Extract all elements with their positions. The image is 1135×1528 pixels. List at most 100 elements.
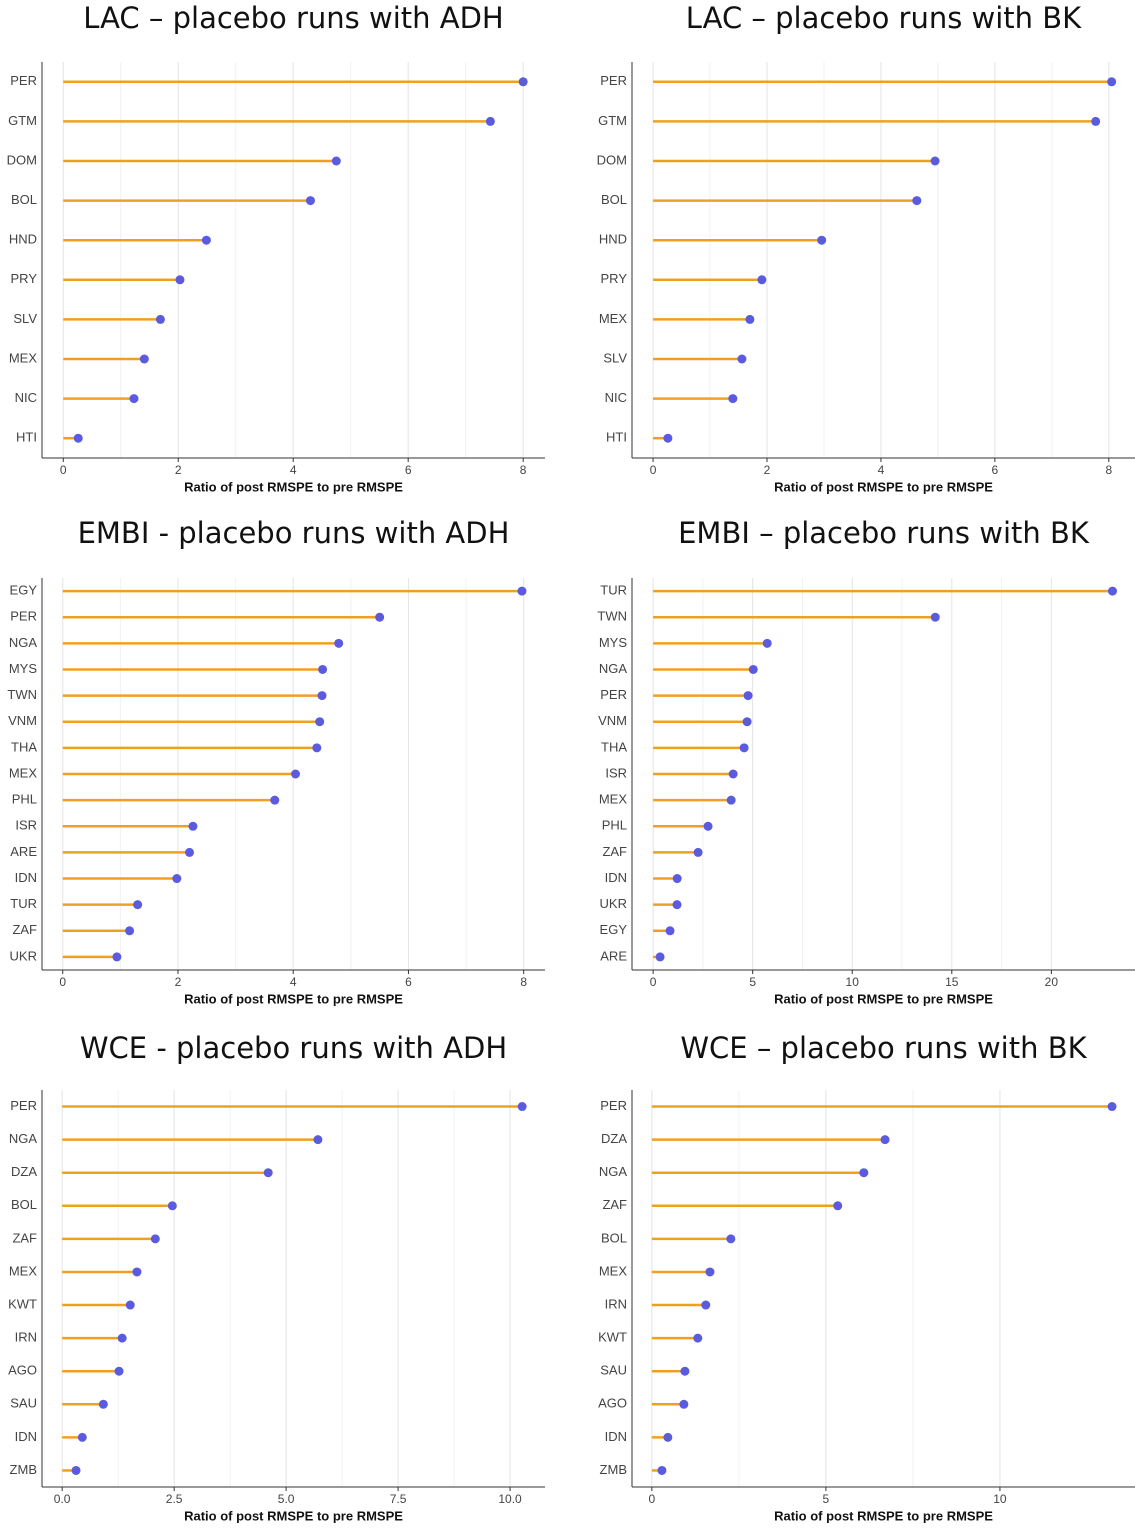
category-label: THA [601,739,627,754]
lollipop-dot [132,1267,142,1277]
category-label: TUR [600,583,627,598]
lollipop-dot [125,926,135,936]
lollipop-dot [726,1234,736,1244]
lollipop-dot [263,1168,273,1178]
category-label: SLV [13,311,37,326]
category-label: ARE [600,948,627,963]
category-label: UKR [10,948,37,963]
lollipop-dot [315,717,325,727]
category-label: DOM [597,152,627,167]
category-label: AGO [8,1363,37,1378]
x-axis-label: Ratio of post RMSPE to pre RMSPE [184,479,403,494]
lollipop-dot [912,196,922,206]
category-label: HTI [16,430,37,445]
category-label: EGY [600,922,628,937]
x-tick-label: 0 [60,463,67,477]
category-label: HND [9,232,37,247]
category-label: PRY [11,271,38,286]
category-label: NGA [9,635,38,650]
lollipop-dot [270,795,280,805]
category-label: SAU [10,1396,37,1411]
x-tick-label: 5.0 [278,1492,295,1506]
x-tick-label: 8 [520,975,527,989]
category-label: EGY [10,583,38,598]
lollipop-dot [114,1366,124,1376]
lollipop-dot [1107,77,1117,87]
x-tick-label: 6 [992,463,999,477]
category-label: KWT [598,1330,627,1345]
category-label: NIC [15,390,37,405]
lollipop-dot [737,354,747,364]
lollipop-dot [167,1201,177,1211]
x-tick-label: 4 [878,463,885,477]
category-label: ISR [15,818,37,833]
lollipop-dot [672,900,682,910]
lollipop-dot [150,1234,160,1244]
category-label: ZMB [600,1462,627,1477]
lollipop-dot [739,743,749,753]
category-label: PHL [12,792,37,807]
lollipop-dot [663,433,673,443]
lollipop-dot [117,1333,127,1343]
lollipop-dot [672,874,682,884]
lollipop-dot [331,156,341,166]
category-label: PER [10,73,37,88]
category-label: NGA [9,1131,38,1146]
category-label: IDN [15,1429,37,1444]
lollipop-dot [188,821,198,831]
x-tick-label: 2.5 [166,1492,183,1506]
lollipop-dot [1107,586,1117,596]
x-tick-label: 0 [650,975,657,989]
lollipop-dot [742,717,752,727]
lollipop-dot [859,1168,869,1178]
category-label: MEX [599,792,628,807]
lollipop-dot [745,314,755,324]
category-label: MYS [9,661,38,676]
lollipop-dot [518,77,528,87]
lollipop-dot [930,612,940,622]
category-label: PER [10,1098,37,1113]
category-label: ZMB [10,1462,37,1477]
category-label: ARE [10,844,37,859]
category-label: HND [599,232,627,247]
category-label: MEX [9,765,38,780]
lollipop-dot [1107,1102,1117,1112]
lollipop-dot [693,1333,703,1343]
category-label: GTM [8,113,37,128]
x-tick-label: 6 [405,463,412,477]
lollipop-dot [833,1201,843,1211]
lollipop-dot [705,1267,715,1277]
lollipop-dot [317,691,327,701]
category-label: ZAF [602,1197,627,1212]
category-label: PER [600,687,627,702]
lollipop-dot [175,275,185,285]
lollipop-dot [291,769,301,779]
lollipop-dot [98,1399,108,1409]
lollipop-dot [71,1465,81,1475]
x-tick-label: 10 [993,1492,1007,1506]
category-label: AGO [598,1396,627,1411]
category-label: IDN [605,1429,627,1444]
lollipop-dot [318,664,328,674]
lollipop-dot [73,433,83,443]
lollipop-dot [657,1465,667,1475]
lollipop-dot [726,795,736,805]
category-label: GTM [598,113,627,128]
category-label: BOL [11,1197,37,1212]
category-label: VNM [598,713,627,728]
lollipop-dot [313,1135,323,1145]
x-axis-label: Ratio of post RMSPE to pre RMSPE [774,479,993,494]
category-label: ZAF [12,922,37,937]
x-axis-label: Ratio of post RMSPE to pre RMSPE [774,991,993,1006]
x-tick-label: 7.5 [390,1492,407,1506]
category-label: TWN [7,687,37,702]
category-label: IRN [605,1296,627,1311]
x-tick-label: 10 [846,975,860,989]
x-tick-label: 2 [175,463,182,477]
chart-title: EMBI - placebo runs with ADH [78,516,510,550]
lollipop-dot [680,1366,690,1376]
x-tick-label: 15 [945,975,959,989]
lollipop-dot [172,874,182,884]
lollipop-dot [517,1102,527,1112]
